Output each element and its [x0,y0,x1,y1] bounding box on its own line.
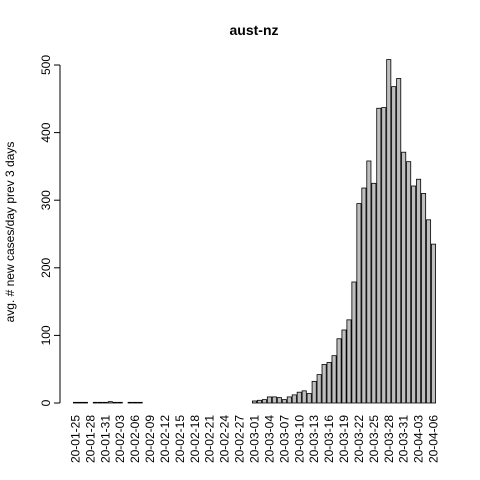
bar [97,401,103,404]
x-tick-label: 20-04-06 [427,415,441,463]
bar [82,401,88,404]
x-tick-label: 20-03-22 [352,415,366,463]
bar [336,338,342,404]
bar [102,401,108,404]
bar [396,78,402,404]
bar [406,161,412,404]
bar [107,401,113,404]
bar [316,374,322,404]
bar [326,362,332,404]
bar [301,390,307,404]
x-tick-label: 20-02-27 [233,415,247,463]
bar [366,160,372,404]
bar [137,401,143,404]
x-tick-label: 20-01-25 [68,415,82,463]
x-tick-label: 20-03-04 [262,415,276,463]
bar [132,401,138,404]
x-tick-label: 20-02-18 [188,415,202,463]
bar [381,107,387,404]
bar [431,243,437,404]
chart-title: aust-nz [230,22,279,38]
x-tick-label: 20-04-03 [412,415,426,463]
bar [411,185,417,404]
bar [291,394,297,404]
bar [252,400,257,404]
bar [351,281,357,404]
x-tick-label: 20-03-25 [367,415,381,463]
bar [376,107,382,404]
bar [112,401,118,404]
bar [401,151,407,404]
y-tick-label: 100 [39,325,53,345]
y-tick-label: 400 [39,122,53,142]
x-tick-label: 20-02-24 [218,415,232,463]
bar [117,401,123,404]
bar [296,391,302,404]
bar [421,193,427,404]
bar [77,401,83,404]
bar [371,182,377,404]
x-tick-label: 20-02-03 [113,415,127,463]
bar [321,364,327,404]
y-axis-label: avg. # new cases/day prev 3 days [3,142,17,323]
x-tick-label: 20-01-31 [98,415,112,463]
x-tick-label: 20-03-01 [248,415,262,463]
bar [271,396,277,404]
bar [416,178,422,404]
bar [276,397,282,404]
y-tick-label: 500 [39,55,53,75]
x-tick-label: 20-02-09 [143,415,157,463]
x-tick-label: 20-03-28 [382,415,396,463]
x-tick-label: 20-03-10 [292,415,306,463]
x-tick-label: 20-02-12 [158,415,172,463]
bar [72,401,78,404]
x-tick-label: 20-02-06 [128,415,142,463]
x-tick-label: 20-02-21 [203,415,217,463]
bar [92,401,98,404]
x-tick-label: 20-02-15 [173,415,187,463]
y-tick-label: 200 [39,257,53,277]
bar [261,399,267,404]
bar [346,319,352,404]
bar [311,380,317,404]
bar [361,187,367,404]
bar [281,399,287,404]
x-tick-label: 20-03-31 [397,415,411,463]
x-tick-label: 20-03-07 [277,415,291,463]
bar [127,401,133,404]
x-tick-label: 20-03-16 [322,415,336,463]
bar [356,203,362,404]
bar [331,355,337,404]
x-tick-label: 20-01-28 [83,415,97,463]
y-tick-label: 300 [39,190,53,210]
bar [256,399,262,404]
bar [286,396,292,404]
x-tick-label: 20-03-13 [307,415,321,463]
x-tick-label: 20-03-19 [337,415,351,463]
y-tick-label: 0 [39,399,53,406]
bar [341,329,347,404]
bar [386,59,392,404]
bar [266,396,272,404]
bar [391,86,397,404]
bar [426,219,432,404]
bar [306,393,312,404]
